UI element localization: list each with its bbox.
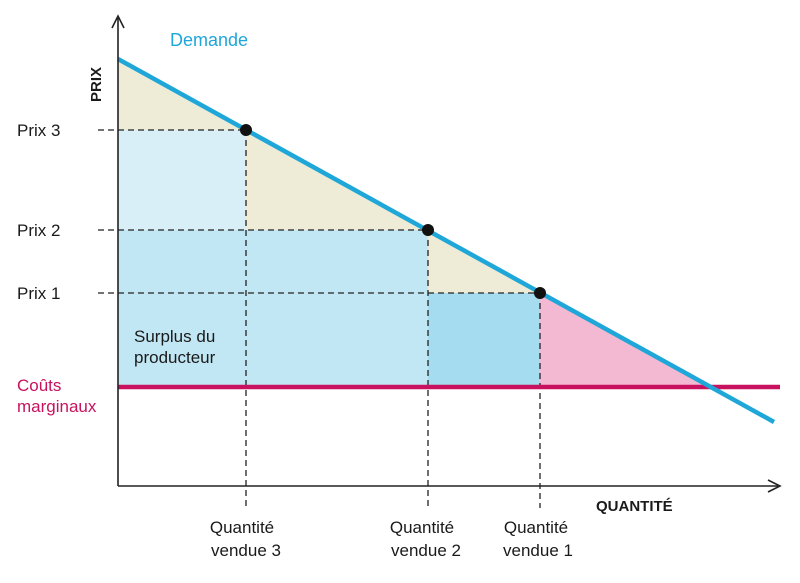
- surplus-region-dark: [428, 293, 540, 387]
- x-axis-title: QUANTITÉ: [596, 498, 673, 515]
- quantity-1-label-line1: Quantité: [504, 518, 568, 537]
- producer-surplus-label-line2: producteur: [134, 348, 216, 367]
- price-2-point: [422, 224, 434, 236]
- quantity-3-label-line2: vendue 3: [211, 541, 281, 560]
- demand-line: [116, 57, 776, 424]
- price-3-label: Prix 3: [17, 121, 60, 140]
- price-3-point: [240, 124, 252, 136]
- demand-label: Demande: [170, 30, 248, 50]
- price-2-label: Prix 2: [17, 221, 60, 240]
- quantity-2-label-line1: Quantité: [390, 518, 454, 537]
- price-1-point: [534, 287, 546, 299]
- marginal-cost-label-line1: Coûts: [17, 376, 61, 395]
- producer-surplus-label-line1: Surplus du: [134, 327, 215, 346]
- quantity-3-label-line1: Quantité: [210, 518, 274, 537]
- quantity-1-label-line2: vendue 1: [503, 541, 573, 560]
- y-axis-title: PRIX: [88, 67, 105, 102]
- marginal-cost-label-line2: marginaux: [17, 397, 97, 416]
- price-1-label: Prix 1: [17, 284, 60, 303]
- surplus-region-mid: [118, 230, 428, 387]
- quantity-2-label-line2: vendue 2: [391, 541, 461, 560]
- surplus-region-light: [118, 130, 246, 230]
- axes: [111, 14, 782, 493]
